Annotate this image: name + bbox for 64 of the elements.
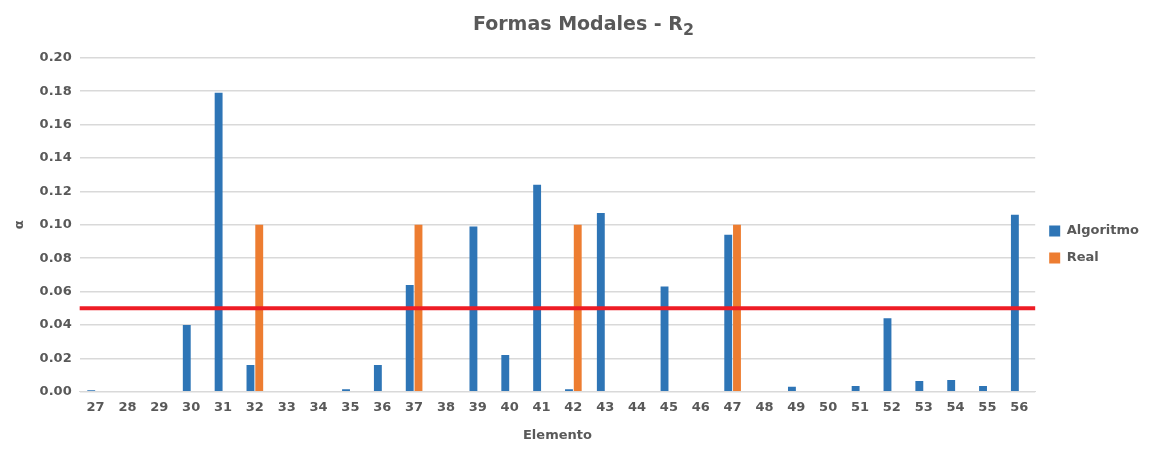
y-tick-label: 0.08 xyxy=(39,249,72,265)
x-tick-label: 51 xyxy=(850,398,870,414)
bar xyxy=(979,385,987,392)
x-tick-label: 32 xyxy=(245,398,264,414)
bar xyxy=(851,385,860,392)
y-tick-label: 0.18 xyxy=(39,82,72,98)
y-tick-label: 0.02 xyxy=(39,349,72,365)
bar xyxy=(724,234,733,392)
bar xyxy=(373,365,382,392)
bar xyxy=(533,184,542,392)
bar xyxy=(787,386,796,392)
x-tick-label: 47 xyxy=(723,398,742,414)
bar xyxy=(596,213,605,392)
x-tick-label: 39 xyxy=(468,398,487,414)
y-tick-label: 0.06 xyxy=(39,282,72,298)
bar xyxy=(255,224,264,392)
x-tick-label: 27 xyxy=(86,398,105,414)
x-tick-label: 48 xyxy=(755,398,774,414)
y-tick-label: 0.14 xyxy=(39,149,72,165)
x-axis-title: Elemento xyxy=(522,426,592,442)
x-tick-label: 46 xyxy=(691,398,710,414)
x-tick-label: 42 xyxy=(564,398,583,414)
x-tick-label: 30 xyxy=(182,398,201,414)
x-tick-label: 34 xyxy=(309,398,328,414)
bar xyxy=(182,325,191,392)
x-tick-label: 38 xyxy=(436,398,455,414)
x-tick-label: 35 xyxy=(341,398,360,414)
y-tick-label: 0.04 xyxy=(39,316,72,332)
x-tick-label: 53 xyxy=(914,398,933,414)
x-tick-label: 36 xyxy=(373,398,392,414)
y-tick-label: 0.12 xyxy=(39,182,72,198)
x-tick-label: 28 xyxy=(118,398,137,414)
y-axis-title: α xyxy=(11,220,27,230)
chart-title: Formas Modales - R$_{2}$ xyxy=(472,11,695,41)
bar xyxy=(469,226,478,392)
bar xyxy=(733,224,741,392)
bar xyxy=(214,92,223,392)
x-tick-label: 44 xyxy=(628,398,647,414)
x-tick-label: 45 xyxy=(659,398,678,414)
bar xyxy=(501,355,510,392)
x-tick-label: 56 xyxy=(1010,398,1029,414)
legend-label: Real xyxy=(1066,249,1099,265)
bar xyxy=(405,284,414,392)
y-tick-label: 0.00 xyxy=(39,383,72,399)
y-tick-label: 0.10 xyxy=(39,216,72,232)
x-tick-label: 37 xyxy=(405,398,424,414)
y-tick-label: 0.20 xyxy=(39,49,72,65)
legend-label: Algoritmo xyxy=(1066,222,1140,238)
bar xyxy=(915,380,924,392)
bar xyxy=(947,380,956,392)
x-tick-label: 29 xyxy=(150,398,169,414)
x-tick-label: 41 xyxy=(532,398,551,414)
x-tick-label: 33 xyxy=(277,398,296,414)
bar xyxy=(1010,214,1019,392)
x-tick-label: 55 xyxy=(978,398,997,414)
y-tick-label: 0.16 xyxy=(39,115,72,131)
x-tick-label: 49 xyxy=(787,398,806,414)
x-tick-label: 40 xyxy=(500,398,519,414)
x-tick-label: 31 xyxy=(213,398,233,414)
x-tick-label: 54 xyxy=(946,398,965,414)
x-tick-label: 50 xyxy=(819,398,838,414)
x-tick-label: 43 xyxy=(596,398,615,414)
x-tick-label: 52 xyxy=(882,398,901,414)
bar xyxy=(573,224,582,392)
